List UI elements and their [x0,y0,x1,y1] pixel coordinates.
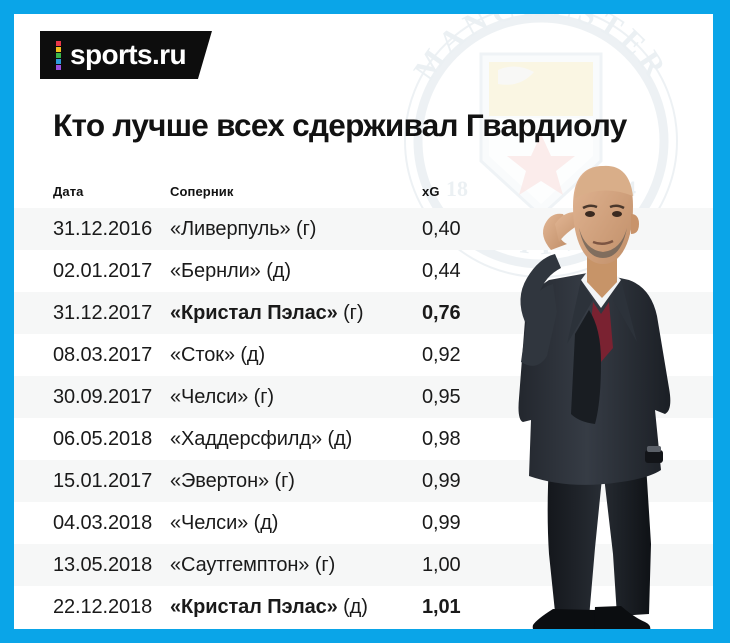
cell-opponent-venue: (д) [327,427,353,450]
cell-xg: 0,40 [422,217,461,240]
infographic-canvas: MANCHESTER CITY 18 94 [14,14,713,629]
cell-opponent-club: «Эвертон» [170,469,270,492]
cell-opponent-venue: (г) [253,385,274,408]
table-row[interactable]: 08.03.2017 «Сток» (д) 0,92 [14,334,713,376]
cell-date: 30.09.2017 [53,385,153,408]
cell-xg: 0,44 [422,259,461,282]
cell-xg: 0,95 [422,385,461,408]
cell-opponent: «Кристал Пэлас» (г) [170,302,422,325]
cell-opponent-club: «Бернли» [170,259,261,282]
table-row[interactable]: 13.05.2018 «Саутгемптон» (г) 1,00 [14,544,713,586]
table-row[interactable]: 31.12.2016 «Ливерпуль» (г) 0,40 [14,208,713,250]
cell-date: 31.12.2017 [53,301,153,324]
table-row[interactable]: 02.01.2017 «Бернли» (д) 0,44 [14,250,713,292]
cell-date: 06.05.2018 [53,427,153,450]
cell-opponent-venue: (г) [274,469,295,492]
logo-dots-icon [56,41,61,70]
cell-opponent-club: «Хаддерсфилд» [170,427,322,450]
cell-opponent-club: «Челси» [170,511,249,534]
cell-xg: 0,76 [422,301,461,324]
cell-opponent: «Саутгемптон» (г) [170,554,422,577]
cell-opponent-club: «Ливерпуль» [170,217,291,240]
cell-opponent-club: «Кристал Пэлас» [170,595,338,618]
table-row[interactable]: 30.09.2017 «Челси» (г) 0,95 [14,376,713,418]
cell-opponent-venue: (д) [240,343,266,366]
cell-xg: 0,98 [422,427,461,450]
cell-date: 04.03.2018 [53,511,153,534]
cell-opponent-venue: (г) [343,301,364,324]
cell-opponent: «Челси» (г) [170,386,422,409]
logo-wordmark: sports.ru [70,39,186,70]
cell-xg: 0,99 [422,469,461,492]
cell-opponent-venue: (г) [314,553,336,576]
cell-opponent-club: «Сток» [170,343,235,366]
sports-ru-logo[interactable]: sports.ru [40,31,212,79]
cell-opponent-venue: (д) [266,259,291,282]
cell-opponent: «Хаддерсфилд» (д) [170,428,422,451]
cell-opponent: «Сток» (д) [170,344,422,367]
cell-opponent-venue: (г) [296,217,317,240]
table-row[interactable]: 06.05.2018 «Хаддерсфилд» (д) 0,98 [14,418,713,460]
cell-opponent: «Челси» (д) [170,512,422,535]
cell-xg: 1,00 [422,553,461,576]
svg-text:MANCHESTER: MANCHESTER [406,14,675,87]
table-header-row: Дата Соперник xG [14,174,713,208]
table-row[interactable]: 04.03.2018 «Челси» (д) 0,99 [14,502,713,544]
cell-opponent-club: «Кристал Пэлас» [170,301,338,324]
column-header-opponent: Соперник [170,183,234,199]
cell-opponent-club: «Саутгемптон» [170,553,310,576]
table-row[interactable]: 22.12.2018 «Кристал Пэлас» (д) 1,01 [14,586,713,628]
page-title: Кто лучше всех сдерживал Гвардиолу [53,107,627,143]
cell-date: 02.01.2017 [53,259,153,282]
cell-date: 31.12.2016 [53,217,153,240]
cell-opponent-venue: (д) [253,511,279,534]
cell-date: 15.01.2017 [53,469,153,492]
cell-opponent: «Эвертон» (г) [170,470,422,493]
cell-xg: 0,92 [422,343,461,366]
column-header-date: Дата [53,183,84,199]
cell-date: 13.05.2018 [53,553,153,576]
cell-date: 22.12.2018 [53,595,153,618]
cell-xg: 0,99 [422,511,461,534]
cell-opponent: «Ливерпуль» (г) [170,218,422,241]
table-row[interactable]: 31.12.2017 «Кристал Пэлас» (г) 0,76 [14,292,713,334]
cell-opponent: «Бернли» (д) [170,260,422,283]
table-row[interactable]: 15.01.2017 «Эвертон» (г) 0,99 [14,460,713,502]
cell-xg: 1,01 [422,595,461,618]
cell-opponent: «Кристал Пэлас» (д) [170,596,422,619]
cell-date: 08.03.2017 [53,343,153,366]
cell-opponent-venue: (д) [343,595,368,618]
cell-opponent-club: «Челси» [170,385,249,408]
column-header-xg: xG [422,183,440,199]
xg-table: Дата Соперник xG 31.12.2016 «Ливерпуль» … [14,174,713,628]
